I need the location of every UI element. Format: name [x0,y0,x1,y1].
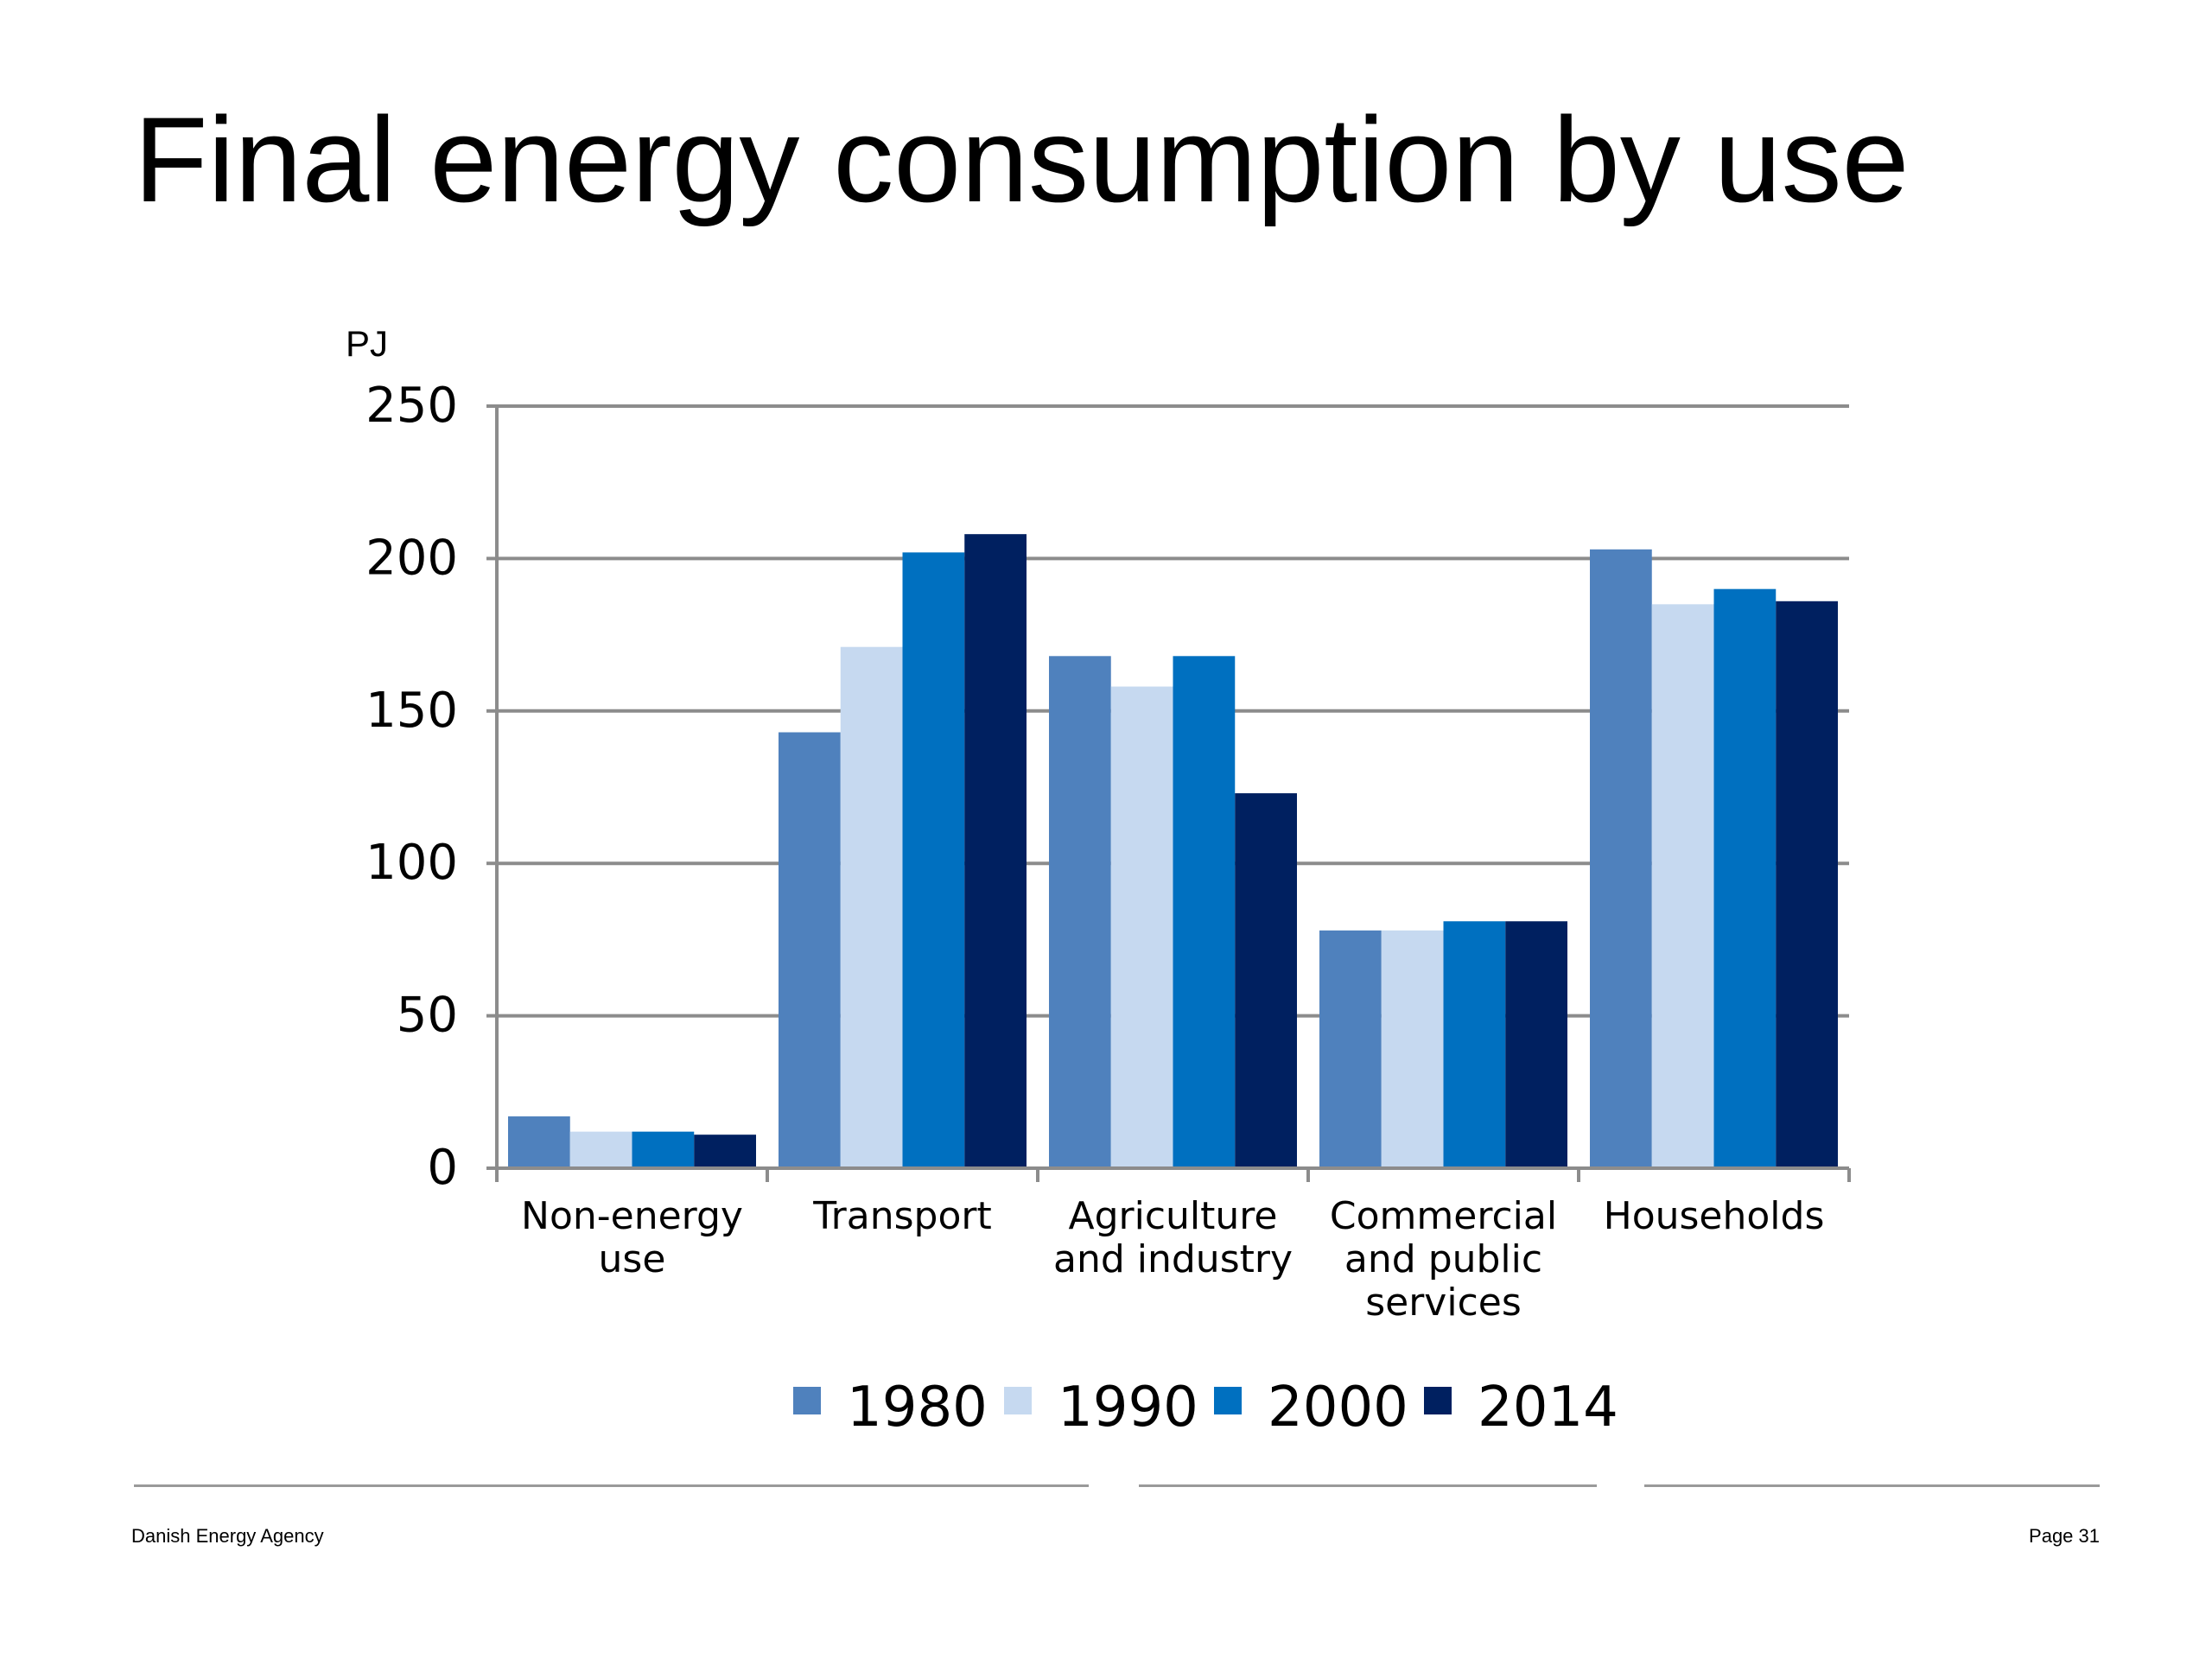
bar-2000 [632,1131,695,1168]
y-tick-label: 50 [397,988,458,1044]
footer-rule-right [1644,1484,2100,1487]
bar-1980 [779,732,841,1168]
footer-organization: Danish Energy Agency [131,1525,324,1547]
x-category-label-line: Commercial [1330,1194,1557,1238]
bar-2014 [1505,921,1567,1168]
bar-1980 [1319,930,1382,1168]
x-category-label: Transport [812,1194,991,1238]
x-category-label: Commercial and public services [1330,1194,1557,1325]
y-tick-label: 0 [427,1140,458,1196]
bar-2000 [1443,921,1506,1168]
legend-swatch-1990 [1004,1387,1032,1414]
bar-2000 [902,552,965,1168]
bar-1990 [840,646,903,1168]
x-category-label: Agriculture and industry [1053,1194,1293,1281]
legend-label-1980: 1980 [847,1376,988,1440]
axes [486,404,1851,1182]
legend-label-2000: 2000 [1268,1376,1408,1440]
x-category-label-line: services [1365,1281,1522,1325]
bar-2014 [694,1135,756,1168]
x-category-label: Non-energy use [521,1194,743,1281]
bars [508,534,1838,1168]
footer-rule-left [134,1484,1089,1487]
y-tick-label: 200 [365,530,458,586]
y-axis-unit-label: PJ [346,323,388,364]
bar-2014 [1776,601,1838,1168]
x-category-label-line: Transport [812,1194,991,1238]
bar-1990 [1651,604,1714,1168]
bar-1980 [1049,656,1111,1168]
x-category-label-line: Non-energy [521,1194,743,1238]
bar-1990 [1110,686,1173,1168]
x-category-label-line: Households [1604,1194,1825,1238]
axis-labels: 0 50 100 150 200 250 Non-energy use Transport Agr… [365,378,1824,1325]
footer-page-number: Page 31 [2029,1525,2100,1547]
legend-swatch-1980 [793,1387,821,1414]
bar-2014 [1235,793,1297,1168]
legend-label-1990: 1990 [1058,1376,1198,1440]
x-category-label: Households [1604,1194,1825,1238]
legend: 1980 1990 2000 2014 [793,1376,1618,1440]
y-tick-label: 100 [365,835,458,891]
y-tick-label: 250 [365,378,458,434]
x-category-label-line: use [599,1237,666,1281]
bar-2000 [1173,656,1236,1168]
bar-2014 [964,534,1027,1168]
bar-1990 [569,1131,632,1168]
footer-rule-middle [1139,1484,1597,1487]
bar-1990 [1381,930,1444,1168]
legend-label-2014: 2014 [1478,1376,1618,1440]
x-category-label-line: and public [1344,1237,1542,1281]
bar-2000 [1713,588,1777,1168]
bar-1980 [508,1116,570,1168]
x-category-label-line: Agriculture [1069,1194,1278,1238]
x-category-label-line: and industry [1053,1237,1293,1281]
bar-1980 [1590,549,1652,1168]
legend-swatch-2014 [1424,1387,1452,1414]
legend-swatch-2000 [1214,1387,1242,1414]
slide-title: Final energy consumption by use [134,92,1910,227]
y-tick-label: 150 [365,683,458,739]
